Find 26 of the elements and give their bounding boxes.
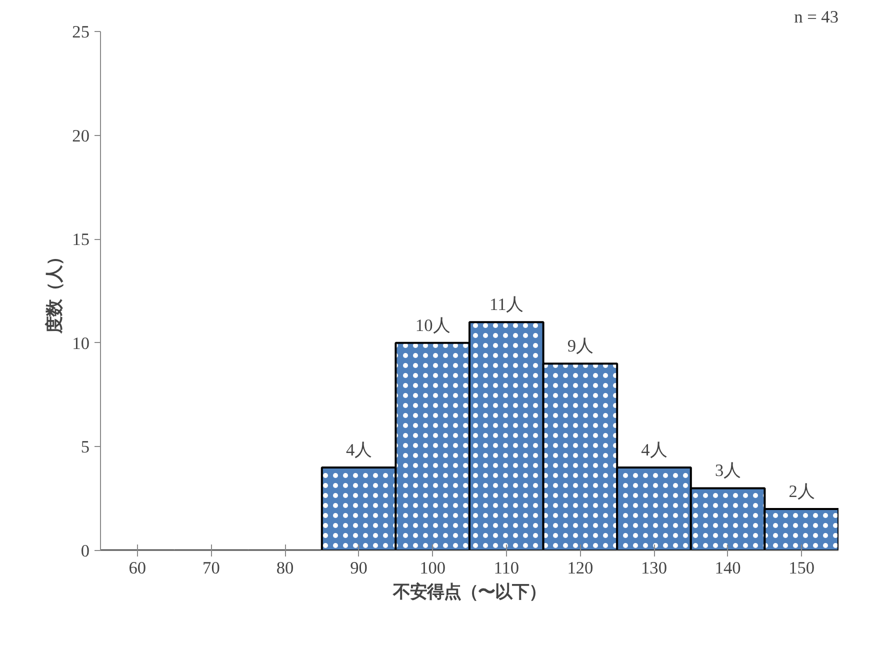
data-label: 2人: [788, 482, 814, 501]
text: n = 43: [794, 8, 839, 26]
data-label: 4人: [346, 440, 372, 460]
y-tick-label: 20: [72, 126, 90, 146]
x-tick-label: 60: [128, 558, 146, 578]
x-tick-label: 100: [420, 558, 446, 578]
data-label: 3人: [714, 461, 741, 480]
x-tick-label: 140: [714, 558, 741, 578]
data-label: 10人: [415, 316, 450, 335]
y-tick-label: 0: [80, 542, 90, 560]
x-tick-label: 130: [641, 558, 668, 578]
x-tick-label: 90: [350, 558, 368, 578]
data-label: 4人: [641, 440, 667, 460]
x-tick-label: 110: [494, 558, 520, 578]
y-tick-label: 15: [72, 230, 90, 250]
x-axis-title: 不安得点（〜以下）: [392, 582, 546, 602]
y-tick-label: 10: [72, 334, 90, 353]
y-tick-label: 5: [80, 438, 90, 457]
y-axis-title: 度数（人）: [44, 248, 64, 334]
x-tick-label: 150: [788, 558, 815, 578]
x-tick-label: 120: [567, 558, 594, 578]
y-tick-label: 25: [72, 22, 90, 42]
data-label: 9人: [567, 336, 594, 356]
x-tick-label: 80: [276, 558, 294, 578]
x-tick-label: 70: [202, 558, 220, 578]
data-label: 11人: [490, 295, 524, 314]
